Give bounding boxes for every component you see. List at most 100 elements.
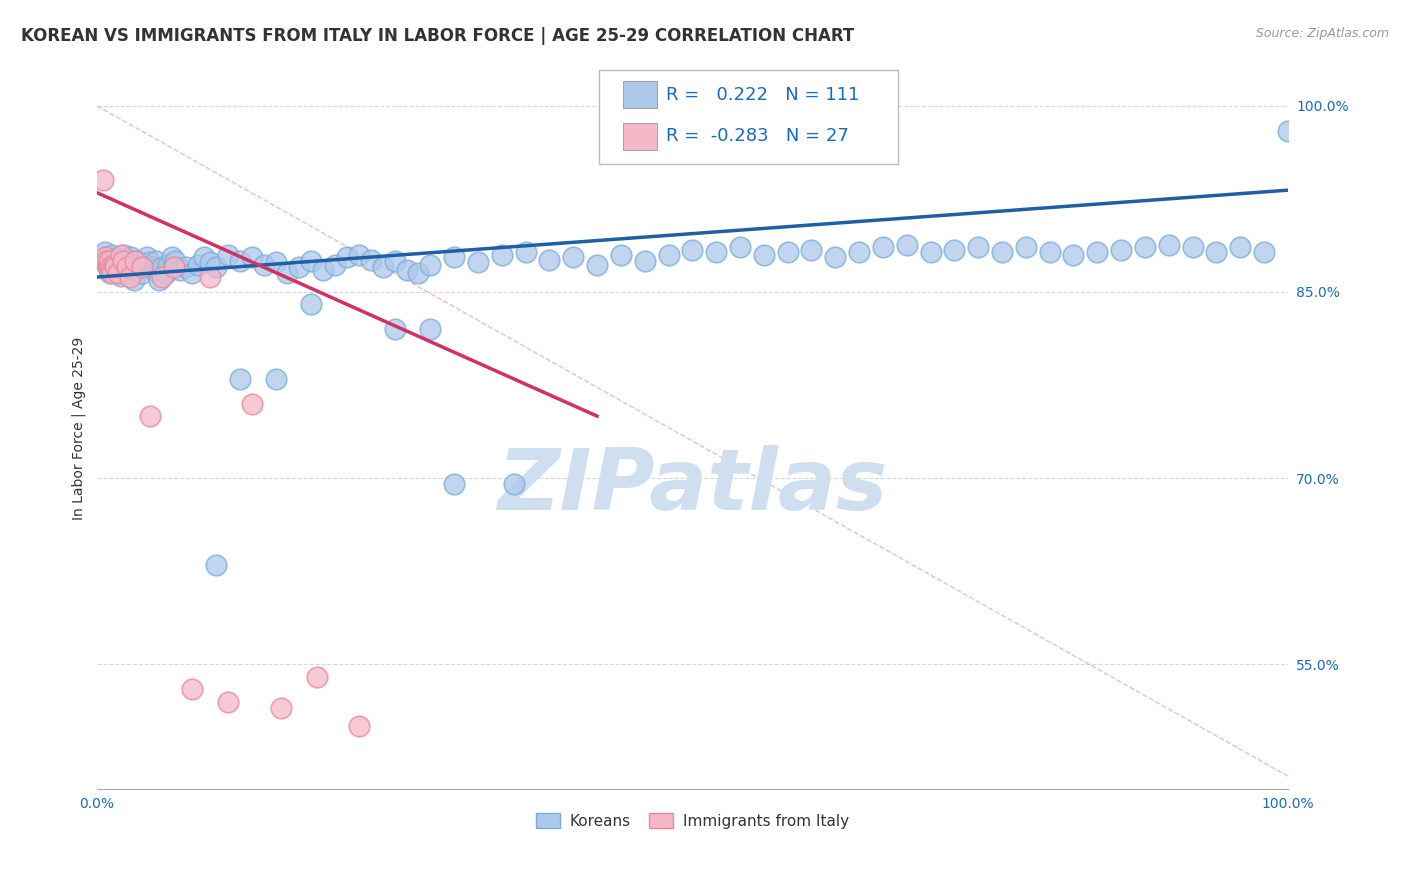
Point	[312, 262, 335, 277]
Point	[101, 248, 124, 262]
Point	[150, 260, 173, 274]
Point	[872, 240, 894, 254]
Point	[800, 243, 823, 257]
Point	[160, 250, 183, 264]
Point	[824, 250, 846, 264]
Point	[174, 260, 197, 274]
Text: R =  -0.283   N = 27: R = -0.283 N = 27	[666, 128, 849, 145]
Point	[384, 254, 406, 268]
Point	[187, 258, 209, 272]
Point	[198, 270, 221, 285]
Point	[1229, 240, 1251, 254]
Point	[150, 270, 173, 285]
Point	[98, 260, 121, 274]
Point	[1181, 240, 1204, 254]
Point	[776, 245, 799, 260]
Point	[240, 250, 263, 264]
Point	[336, 250, 359, 264]
Point	[515, 245, 537, 260]
Point	[157, 258, 180, 272]
Y-axis label: In Labor Force | Age 25-29: In Labor Force | Age 25-29	[72, 337, 86, 520]
Point	[347, 248, 370, 262]
Point	[270, 701, 292, 715]
Point	[131, 260, 153, 274]
Point	[1205, 245, 1227, 260]
Text: R =   0.222   N = 111: R = 0.222 N = 111	[666, 86, 859, 103]
Point	[112, 254, 135, 268]
Point	[896, 237, 918, 252]
Point	[141, 260, 163, 274]
Point	[98, 266, 121, 280]
Point	[967, 240, 990, 254]
Point	[991, 245, 1014, 260]
Point	[114, 258, 136, 272]
Point	[586, 258, 609, 272]
Point	[138, 255, 160, 269]
Point	[128, 260, 150, 274]
Point	[347, 719, 370, 733]
Point	[94, 250, 117, 264]
Point	[110, 248, 132, 262]
Point	[193, 250, 215, 264]
Point	[264, 255, 287, 269]
Point	[107, 255, 129, 269]
Point	[120, 270, 142, 285]
Point	[419, 258, 441, 272]
Legend: Koreans, Immigrants from Italy: Koreans, Immigrants from Italy	[530, 806, 855, 835]
Point	[120, 250, 142, 264]
Point	[139, 409, 162, 423]
Point	[112, 248, 135, 262]
Text: ZIPatlas: ZIPatlas	[498, 444, 887, 528]
Point	[323, 258, 346, 272]
Point	[562, 250, 585, 264]
Point	[1109, 243, 1132, 257]
Point	[198, 255, 221, 269]
Point	[217, 695, 239, 709]
Point	[122, 272, 145, 286]
Point	[100, 262, 122, 277]
Point	[169, 262, 191, 277]
Point	[419, 322, 441, 336]
Point	[205, 260, 228, 274]
Point	[491, 248, 513, 262]
Point	[252, 258, 274, 272]
Point	[94, 245, 117, 260]
Text: KOREAN VS IMMIGRANTS FROM ITALY IN LABOR FORCE | AGE 25-29 CORRELATION CHART: KOREAN VS IMMIGRANTS FROM ITALY IN LABOR…	[21, 27, 855, 45]
Point	[264, 372, 287, 386]
Point	[97, 258, 120, 272]
Point	[1062, 248, 1084, 262]
Point	[118, 260, 141, 274]
Point	[110, 268, 132, 283]
Point	[111, 260, 134, 274]
Point	[443, 250, 465, 264]
Point	[131, 266, 153, 280]
Point	[165, 254, 187, 268]
Point	[103, 252, 125, 267]
Point	[117, 254, 139, 268]
Point	[467, 255, 489, 269]
Point	[384, 322, 406, 336]
Bar	[623, 81, 657, 109]
Point	[120, 266, 142, 280]
Point	[97, 260, 120, 274]
Point	[181, 266, 204, 280]
Point	[848, 245, 870, 260]
Point	[181, 682, 204, 697]
Point	[96, 250, 118, 264]
Point	[121, 258, 143, 272]
Point	[502, 477, 524, 491]
Point	[108, 265, 131, 279]
Point	[97, 262, 120, 277]
Point	[103, 258, 125, 272]
Point	[1015, 240, 1038, 254]
Point	[135, 250, 157, 264]
Point	[288, 260, 311, 274]
Point	[1085, 245, 1108, 260]
Point	[752, 248, 775, 262]
FancyBboxPatch shape	[599, 70, 898, 164]
Point	[145, 254, 167, 268]
Point	[104, 260, 127, 274]
Point	[100, 258, 122, 272]
Point	[217, 248, 239, 262]
Point	[143, 262, 166, 277]
